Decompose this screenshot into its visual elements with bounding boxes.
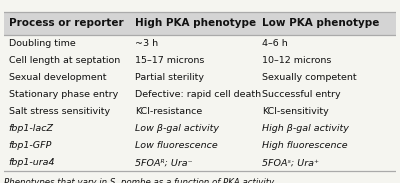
Text: 4–6 h: 4–6 h	[262, 39, 288, 48]
Text: 5FOAᴿ; Ura⁻: 5FOAᴿ; Ura⁻	[135, 158, 193, 167]
Text: 10–12 microns: 10–12 microns	[262, 56, 331, 65]
Text: 15–17 microns: 15–17 microns	[135, 56, 205, 65]
Text: fbp1-ura4: fbp1-ura4	[9, 158, 55, 167]
Text: Salt stress sensitivity: Salt stress sensitivity	[9, 107, 110, 116]
Text: Defective: rapid cell death: Defective: rapid cell death	[135, 90, 262, 99]
Text: Process or reporter: Process or reporter	[9, 18, 123, 28]
Text: Phenotypes that vary in S. pombe as a function of PKA activity.: Phenotypes that vary in S. pombe as a fu…	[4, 178, 276, 183]
Bar	[4, 12, 396, 35]
Text: fbp1-lacZ: fbp1-lacZ	[9, 124, 54, 133]
Text: High β-gal activity: High β-gal activity	[262, 124, 349, 133]
Text: High fluorescence: High fluorescence	[262, 141, 348, 150]
Text: Sexually competent: Sexually competent	[262, 73, 356, 82]
Text: KCl-sensitivity: KCl-sensitivity	[262, 107, 329, 116]
Text: Doubling time: Doubling time	[9, 39, 76, 48]
Text: Low fluorescence: Low fluorescence	[135, 141, 218, 150]
Text: ~3 h: ~3 h	[135, 39, 158, 48]
Text: Sexual development: Sexual development	[9, 73, 106, 82]
Text: fbp1-GFP: fbp1-GFP	[9, 141, 52, 150]
Text: Partial sterility: Partial sterility	[135, 73, 204, 82]
Text: Successful entry: Successful entry	[262, 90, 340, 99]
Text: Cell length at septation: Cell length at septation	[9, 56, 120, 65]
Text: Stationary phase entry: Stationary phase entry	[9, 90, 118, 99]
Text: 5FOAˢ; Ura⁺: 5FOAˢ; Ura⁺	[262, 158, 319, 167]
Text: KCl-resistance: KCl-resistance	[135, 107, 202, 116]
Text: High PKA phenotype: High PKA phenotype	[135, 18, 256, 28]
Text: Low PKA phenotype: Low PKA phenotype	[262, 18, 379, 28]
Text: Low β-gal activity: Low β-gal activity	[135, 124, 219, 133]
